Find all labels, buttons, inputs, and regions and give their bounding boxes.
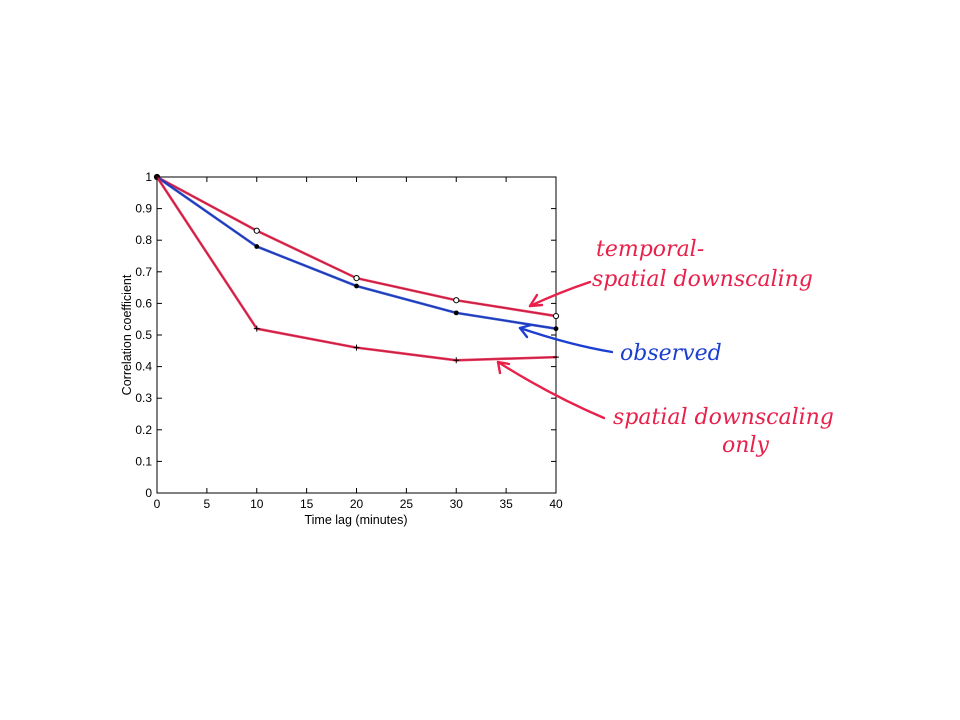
data-point bbox=[254, 244, 260, 249]
series-observed bbox=[154, 174, 559, 332]
x-tick-label: 15 bbox=[300, 497, 314, 511]
x-axis: 0 5 10 15 20 25 30 35 40 bbox=[154, 177, 563, 511]
x-tick-label: 20 bbox=[350, 497, 364, 511]
data-point bbox=[354, 283, 359, 289]
y-axis-label: Correlation coefficient bbox=[120, 274, 134, 395]
data-point bbox=[453, 297, 460, 304]
series-highlight-spatial-downscaling-only bbox=[155, 175, 558, 362]
data-point bbox=[553, 326, 559, 332]
y-axis: 0 0.1 0.2 0.3 0.4 0.5 0.6 0.7 0.8 0.9 1 bbox=[135, 170, 556, 500]
data-point bbox=[253, 325, 260, 332]
y-tick-label: 0.3 bbox=[135, 391, 152, 405]
x-tick-label: 0 bbox=[154, 497, 161, 511]
plot-frame bbox=[156, 176, 557, 494]
series-highlight-temporal-spatial-downscaling bbox=[155, 175, 558, 318]
y-tick-label: 0.6 bbox=[135, 296, 152, 310]
y-tick-label: 0.1 bbox=[135, 454, 152, 468]
data-point bbox=[453, 357, 460, 364]
x-tick-label: 10 bbox=[250, 497, 264, 511]
y-tick-label: 0.9 bbox=[135, 202, 152, 216]
y-tick-label: 0.7 bbox=[135, 265, 152, 279]
data-point bbox=[253, 227, 260, 234]
series-line-temporal-spatial-downscaling bbox=[156, 176, 557, 317]
y-tick-label: 0.4 bbox=[135, 360, 152, 374]
annotation-spatial-only: spatial downscaling only bbox=[613, 405, 841, 458]
y-tick-label: 0.8 bbox=[135, 233, 152, 247]
annotation-arrows bbox=[496, 280, 614, 420]
data-point bbox=[154, 174, 160, 180]
x-tick-label: 5 bbox=[204, 497, 211, 511]
series-temporal-spatial-downscaling bbox=[153, 173, 560, 320]
arrow-spatial-only-head bbox=[496, 360, 511, 375]
x-tick-label: 30 bbox=[450, 497, 464, 511]
arrow-spatial-only bbox=[496, 360, 606, 420]
annotation-observed: observed bbox=[620, 341, 722, 366]
annotation-temporal-spatial: temporal- spatial downscaling bbox=[592, 237, 813, 292]
x-tick-label: 40 bbox=[549, 497, 563, 511]
arrow-observed-head bbox=[518, 323, 533, 339]
x-axis-label: Time lag (minutes) bbox=[304, 513, 407, 527]
data-point bbox=[553, 354, 559, 361]
y-tick-label: 0 bbox=[145, 486, 152, 500]
data-point bbox=[353, 344, 360, 351]
data-point bbox=[453, 310, 459, 316]
y-tick-label: 1 bbox=[145, 170, 152, 184]
series-spatial-downscaling-only bbox=[154, 174, 559, 364]
x-tick-label: 35 bbox=[499, 497, 513, 511]
data-point bbox=[353, 275, 360, 282]
y-tick-label: 0.5 bbox=[135, 328, 152, 342]
y-tick-label: 0.2 bbox=[135, 423, 152, 437]
x-tick-label: 25 bbox=[400, 497, 414, 511]
series-layer bbox=[153, 173, 560, 364]
arrow-temporal-spatial-head bbox=[528, 293, 544, 308]
arrow-temporal-spatial bbox=[528, 280, 592, 308]
data-point bbox=[552, 312, 560, 320]
arrow-observed bbox=[518, 326, 614, 354]
